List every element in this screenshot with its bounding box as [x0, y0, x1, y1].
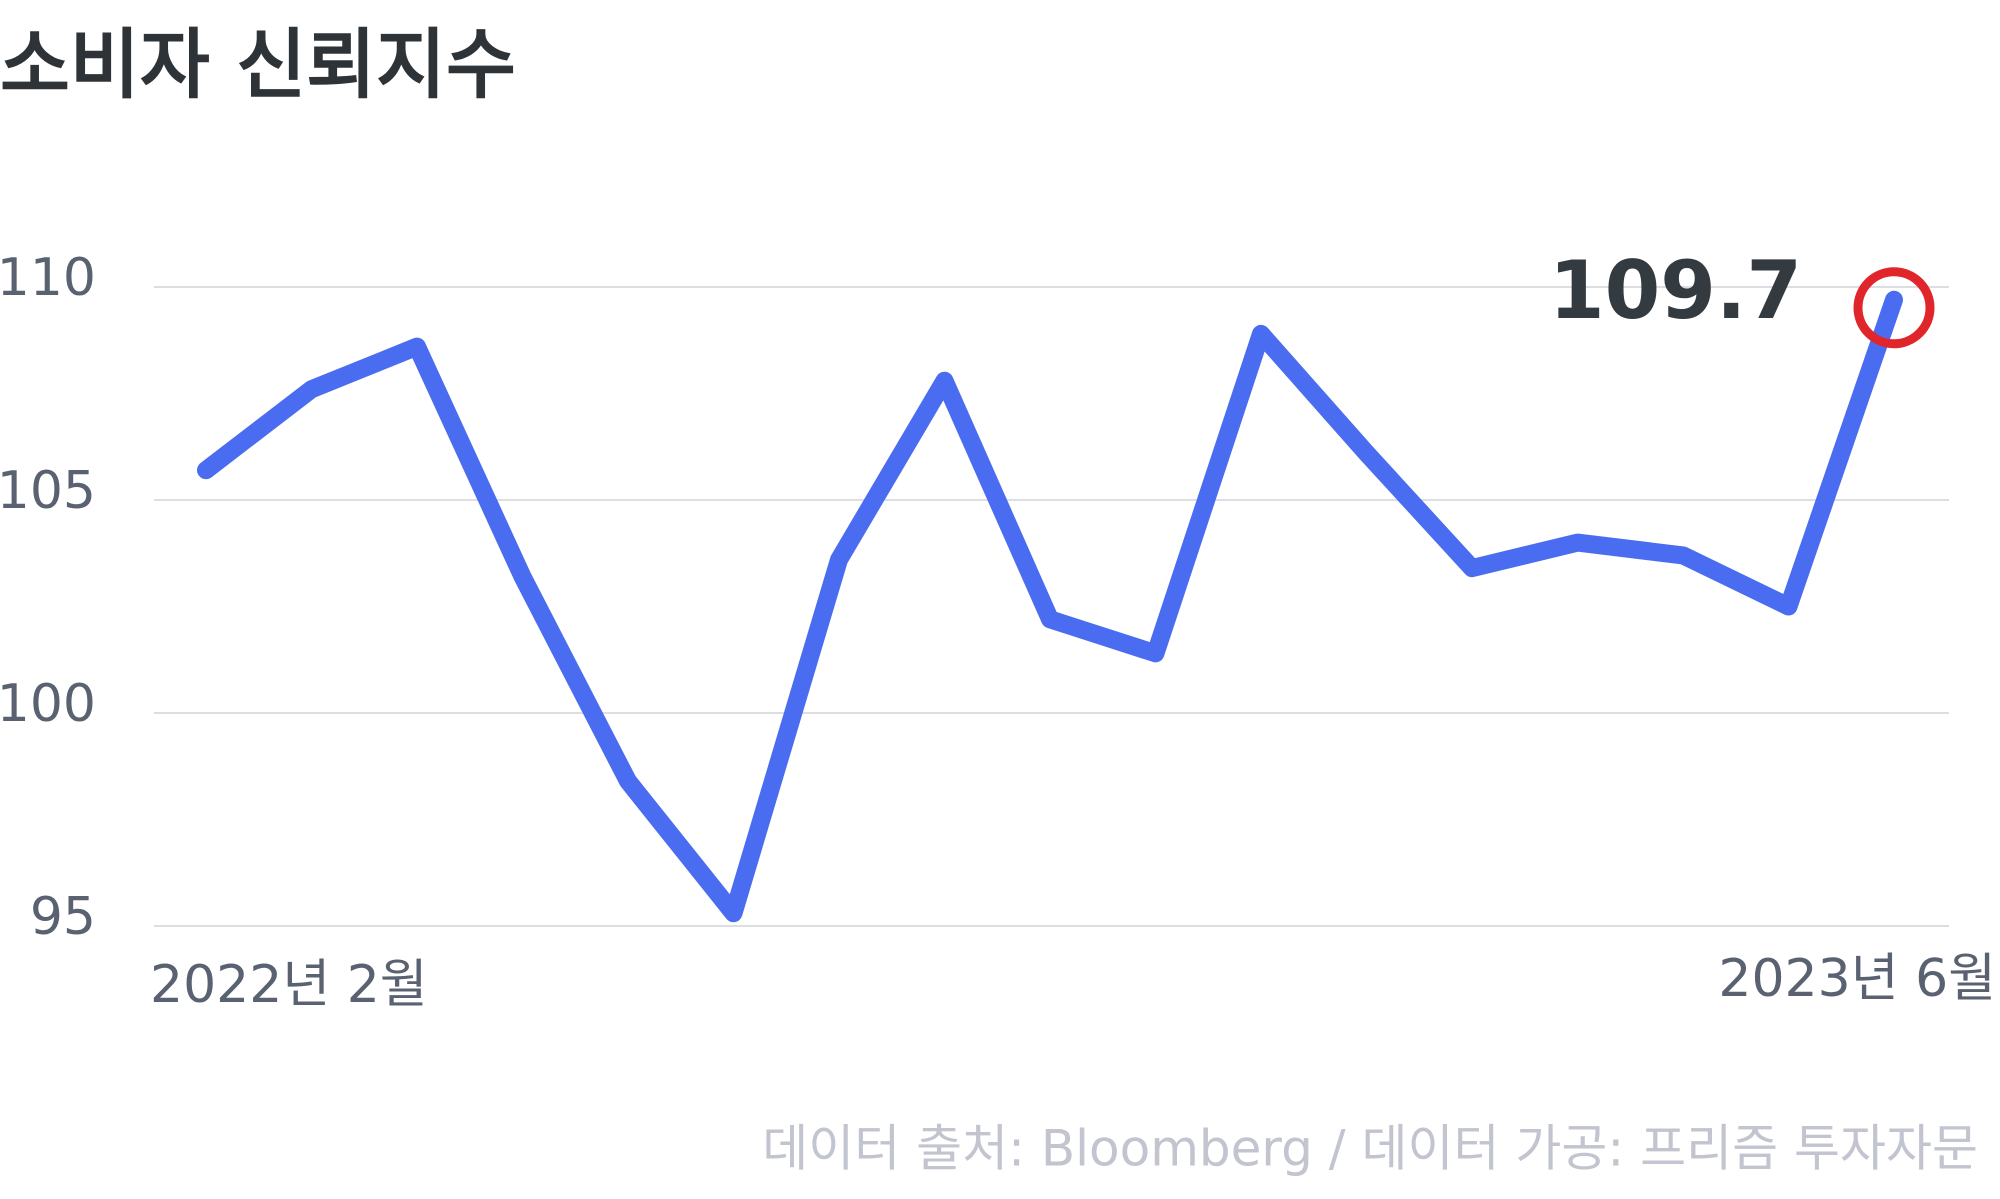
chart-title: 소비자 신뢰지수 — [0, 20, 516, 109]
source-note: 데이터 출처: Bloomberg / 데이터 가공: 프리즘 투자자문 — [762, 1120, 1978, 1178]
x-tick-label: 2022년 2월 — [150, 955, 428, 1015]
y-tick-label: 100 — [0, 674, 96, 734]
y-tick-label: 95 — [30, 887, 96, 947]
data-line — [197, 290, 1903, 923]
y-tick-label: 110 — [0, 248, 96, 308]
y-tick-label: 105 — [0, 461, 96, 521]
highlight-marker — [1853, 267, 1935, 349]
x-tick-label: 2023년 6월 — [1718, 949, 1996, 1009]
value-label: 109.7 — [1549, 244, 1802, 337]
